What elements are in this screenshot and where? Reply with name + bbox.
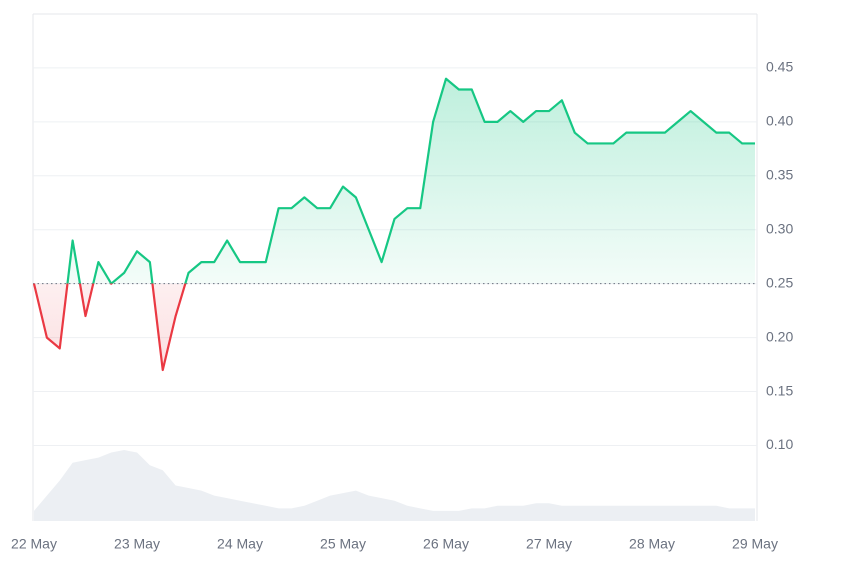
y-tick-label: 0.25 xyxy=(766,274,793,290)
x-tick-label: 28 May xyxy=(629,536,675,552)
y-tick-label: 0.40 xyxy=(766,113,793,129)
y-tick-label: 0.15 xyxy=(766,382,793,398)
y-tick-label: 0.45 xyxy=(766,59,793,75)
y-tick-label: 0.35 xyxy=(766,167,793,183)
x-tick-label: 24 May xyxy=(217,536,263,552)
x-tick-label: 29 May xyxy=(732,536,778,552)
price-area xyxy=(34,78,755,370)
y-tick-label: 0.30 xyxy=(766,220,793,236)
price-line xyxy=(32,77,755,372)
x-tick-label: 23 May xyxy=(114,536,160,552)
y-tick-label: 0.20 xyxy=(766,328,793,344)
x-tick-label: 22 May xyxy=(11,536,57,552)
x-tick-label: 27 May xyxy=(526,536,572,552)
x-tick-label: 26 May xyxy=(423,536,469,552)
y-tick-label: 0.10 xyxy=(766,436,793,452)
volume-area xyxy=(34,450,755,521)
x-tick-label: 25 May xyxy=(320,536,366,552)
